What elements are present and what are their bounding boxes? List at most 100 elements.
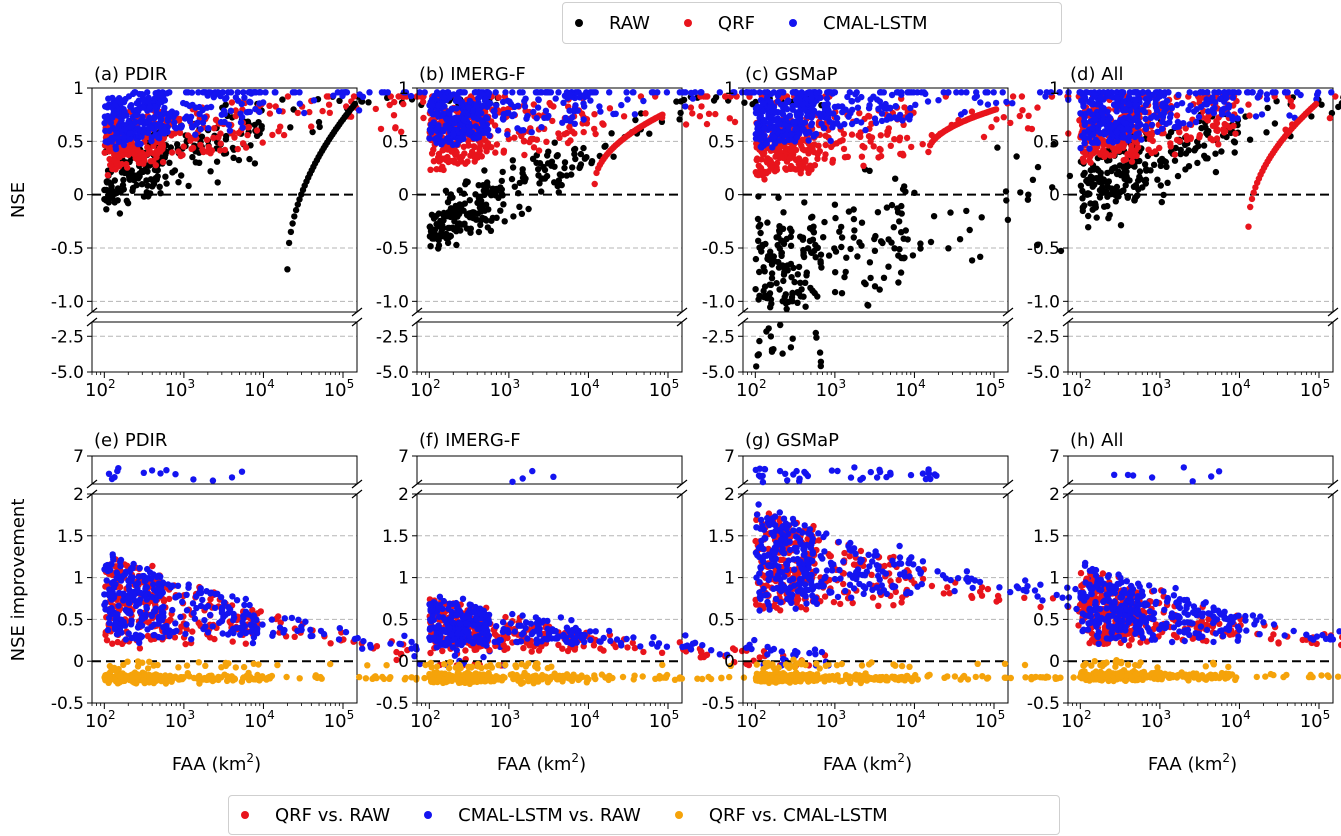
x-tick-label: 105 <box>324 377 355 401</box>
data-point <box>1016 112 1023 120</box>
data-point <box>136 564 143 572</box>
data-point <box>360 638 367 645</box>
data-point <box>755 351 762 358</box>
data-point <box>521 103 529 110</box>
x-tick-label: 102 <box>410 377 441 401</box>
data-point <box>148 623 155 630</box>
x-tick-label: 105 <box>975 377 1006 401</box>
data-point <box>1104 169 1111 177</box>
data-point <box>802 303 809 310</box>
data-point <box>244 124 251 131</box>
data-point <box>192 131 199 138</box>
data-point <box>183 100 190 108</box>
data-point <box>327 640 334 647</box>
data-point <box>134 125 142 132</box>
data-point <box>366 89 373 96</box>
x-tick-exponent: 4 <box>267 377 275 391</box>
data-point <box>510 111 518 118</box>
data-point <box>475 134 483 141</box>
data-point <box>196 103 203 111</box>
data-point <box>197 141 204 149</box>
data-point <box>497 184 504 191</box>
data-point <box>214 179 221 186</box>
data-point <box>183 607 191 614</box>
data-point <box>336 97 343 105</box>
data-point <box>1131 115 1139 122</box>
data-point <box>136 645 144 652</box>
data-point <box>1271 120 1279 127</box>
data-point <box>1245 101 1252 108</box>
data-point <box>115 602 122 609</box>
data-point <box>801 199 808 206</box>
data-point <box>896 111 904 119</box>
data-point <box>490 108 497 115</box>
data-point <box>140 97 147 104</box>
data-point <box>896 137 903 144</box>
data-point <box>495 94 502 101</box>
data-point <box>1002 188 1010 195</box>
data-point <box>831 288 839 296</box>
data-point <box>287 124 294 131</box>
data-point <box>392 125 399 132</box>
data-point <box>624 96 631 103</box>
data-point <box>128 123 135 130</box>
data-point <box>435 232 442 239</box>
data-point <box>460 126 467 133</box>
data-point <box>829 156 837 164</box>
data-point <box>888 239 895 246</box>
data-point <box>808 94 815 101</box>
data-point <box>538 188 545 195</box>
data-point <box>247 99 254 106</box>
data-point <box>535 147 543 154</box>
data-point <box>480 122 487 129</box>
data-point <box>484 179 491 186</box>
data-point <box>275 128 282 135</box>
data-point <box>1143 167 1150 174</box>
data-point <box>778 153 785 160</box>
data-point <box>456 154 463 161</box>
x-tick-label: 103 <box>816 377 847 401</box>
data-point <box>698 89 705 96</box>
data-point <box>162 173 169 180</box>
data-point <box>102 127 109 135</box>
data-point <box>888 91 896 99</box>
data-point <box>789 335 796 342</box>
data-point <box>453 241 460 249</box>
axis-break-mark <box>86 317 98 327</box>
data-point <box>146 103 154 111</box>
data-point <box>588 158 596 165</box>
data-point <box>829 124 836 131</box>
data-point <box>451 218 458 225</box>
data-point <box>493 214 500 221</box>
data-point <box>239 140 247 147</box>
y-tick-label: -5.0 <box>51 363 84 383</box>
x-tick-exponent: 5 <box>998 377 1006 391</box>
data-point <box>592 89 599 96</box>
data-point <box>687 104 695 111</box>
axis-break-mark <box>86 307 98 317</box>
data-point <box>780 271 788 278</box>
data-point <box>1127 107 1134 115</box>
data-point <box>201 617 208 624</box>
data-point <box>1164 179 1171 186</box>
data-point <box>1034 163 1042 171</box>
legend-item-qrf: QRF <box>683 13 755 34</box>
data-point <box>601 143 608 150</box>
data-point <box>544 160 552 167</box>
data-point <box>501 218 508 225</box>
data-point <box>569 164 576 171</box>
data-point <box>806 225 814 232</box>
data-point <box>1117 222 1125 229</box>
data-point <box>484 115 491 122</box>
data-point <box>917 245 924 252</box>
data-point <box>780 277 787 285</box>
data-point <box>144 182 151 189</box>
data-point <box>797 279 804 286</box>
data-point <box>1192 145 1199 152</box>
y-tick-label: 2 <box>73 485 84 505</box>
legend-label-cmal-vs-raw: CMAL-LSTM vs. RAW <box>458 804 641 826</box>
data-point <box>499 192 506 199</box>
data-point <box>858 219 866 226</box>
data-point <box>445 224 452 232</box>
data-point <box>244 131 251 139</box>
